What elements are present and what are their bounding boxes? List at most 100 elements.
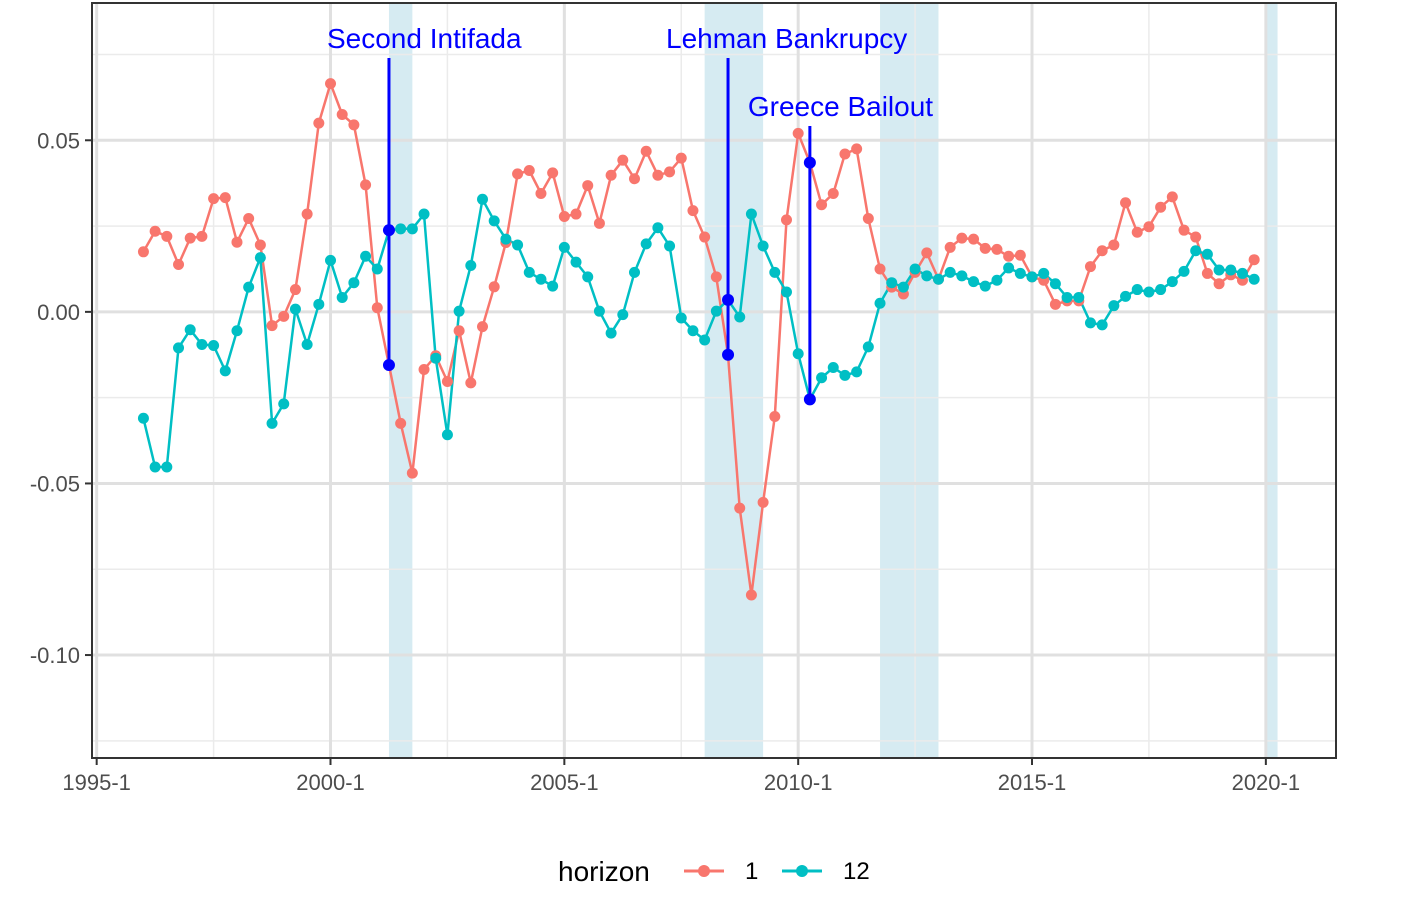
series-point-1 — [558, 210, 570, 222]
series-point-12 — [266, 417, 278, 429]
recession-band — [704, 3, 764, 758]
series-point-1 — [348, 119, 360, 131]
series-point-1 — [395, 417, 407, 429]
series-point-1 — [418, 364, 430, 376]
series-point-12 — [968, 276, 980, 288]
series-point-12 — [219, 365, 231, 377]
series-point-12 — [687, 325, 699, 337]
series-point-1 — [137, 246, 149, 258]
series-point-12 — [1096, 319, 1108, 331]
series-point-12 — [477, 193, 489, 205]
series-point-1 — [208, 193, 220, 205]
legend-label-12: 12 — [843, 858, 870, 885]
series-point-12 — [371, 263, 383, 275]
y-tick-label: -0.10 — [30, 643, 80, 668]
series-point-1 — [944, 241, 956, 253]
series-point-1 — [687, 205, 699, 217]
series-point-12 — [1049, 278, 1061, 290]
series-point-12 — [874, 297, 886, 309]
event-point-1 — [803, 156, 816, 169]
series-point-1 — [968, 233, 980, 245]
series-point-12 — [932, 273, 944, 285]
series-point-12 — [593, 305, 605, 317]
series-point-12 — [617, 309, 629, 321]
x-tick-label: 2015-1 — [998, 770, 1067, 795]
series-point-1 — [243, 213, 255, 225]
series-point-1 — [851, 143, 863, 155]
series-point-1 — [336, 109, 348, 121]
series-point-1 — [477, 321, 489, 333]
series-point-12 — [792, 348, 804, 360]
series-point-12 — [710, 305, 722, 317]
series-point-12 — [1038, 267, 1050, 279]
series-point-1 — [254, 239, 266, 251]
series-point-12 — [1190, 245, 1202, 257]
series-point-12 — [360, 250, 372, 262]
series-point-12 — [465, 260, 477, 272]
series-point-12 — [640, 238, 652, 250]
x-tick-label: 2020-1 — [1232, 770, 1301, 795]
recession-band — [1265, 3, 1278, 758]
series-point-1 — [1003, 250, 1015, 262]
series-point-1 — [325, 78, 337, 90]
series-point-1 — [1248, 254, 1260, 266]
series-point-1 — [839, 148, 851, 160]
series-point-1 — [512, 168, 524, 180]
series-point-12 — [862, 341, 874, 353]
series-point-12 — [1213, 264, 1225, 276]
series-point-12 — [173, 342, 185, 354]
series-point-1 — [1131, 226, 1143, 238]
series-point-12 — [628, 266, 640, 278]
series-point-12 — [699, 334, 711, 346]
series-point-12 — [956, 270, 968, 282]
series-point-1 — [1120, 197, 1132, 209]
series-point-1 — [161, 230, 173, 242]
series-point-12 — [1120, 290, 1132, 302]
series-point-1 — [640, 145, 652, 157]
series-point-1 — [371, 302, 383, 314]
series-point-1 — [780, 214, 792, 226]
series-point-12 — [1084, 317, 1096, 329]
series-point-1 — [1096, 245, 1108, 257]
series-point-1 — [1178, 224, 1190, 236]
y-tick-label: 0.00 — [37, 300, 80, 325]
series-point-12 — [605, 327, 617, 339]
series-point-1 — [1108, 239, 1120, 251]
series-point-1 — [652, 169, 664, 181]
x-tick-label: 2010-1 — [764, 770, 833, 795]
series-point-12 — [208, 339, 220, 351]
series-point-12 — [897, 281, 909, 293]
x-tick-label: 2000-1 — [296, 770, 365, 795]
series-point-12 — [1248, 273, 1260, 285]
legend-key-12-point — [796, 865, 808, 877]
series — [137, 78, 1260, 601]
series-point-1 — [699, 231, 711, 243]
series-point-12 — [1026, 271, 1038, 283]
series-point-12 — [161, 461, 173, 473]
series-point-12 — [745, 208, 757, 220]
series-point-12 — [1003, 262, 1015, 274]
recession-band — [880, 3, 939, 758]
series-point-12 — [301, 338, 313, 350]
series-point-12 — [909, 263, 921, 275]
series-point-12 — [1166, 276, 1178, 288]
series-point-1 — [278, 310, 290, 322]
series-point-1 — [266, 320, 278, 332]
series-point-12 — [1201, 248, 1213, 260]
event-point-12 — [382, 224, 395, 237]
series-point-12 — [278, 398, 290, 410]
y-tick-label: 0.05 — [37, 128, 80, 153]
series-point-12 — [664, 240, 676, 252]
axes: 1995-1 2000-1 2005-1 2010-1 2015-1 2020-1 0.05… — [30, 128, 1300, 795]
series-point-12 — [827, 361, 839, 373]
series-point-12 — [769, 266, 781, 278]
series-point-1 — [628, 173, 640, 185]
series-point-12 — [851, 366, 863, 378]
series-point-1 — [453, 325, 465, 337]
series-point-12 — [196, 338, 208, 350]
series-point-1 — [488, 281, 500, 293]
series-point-12 — [523, 266, 535, 278]
series-point-1 — [734, 502, 746, 514]
series-point-1 — [582, 180, 594, 192]
series-point-12 — [325, 254, 337, 266]
